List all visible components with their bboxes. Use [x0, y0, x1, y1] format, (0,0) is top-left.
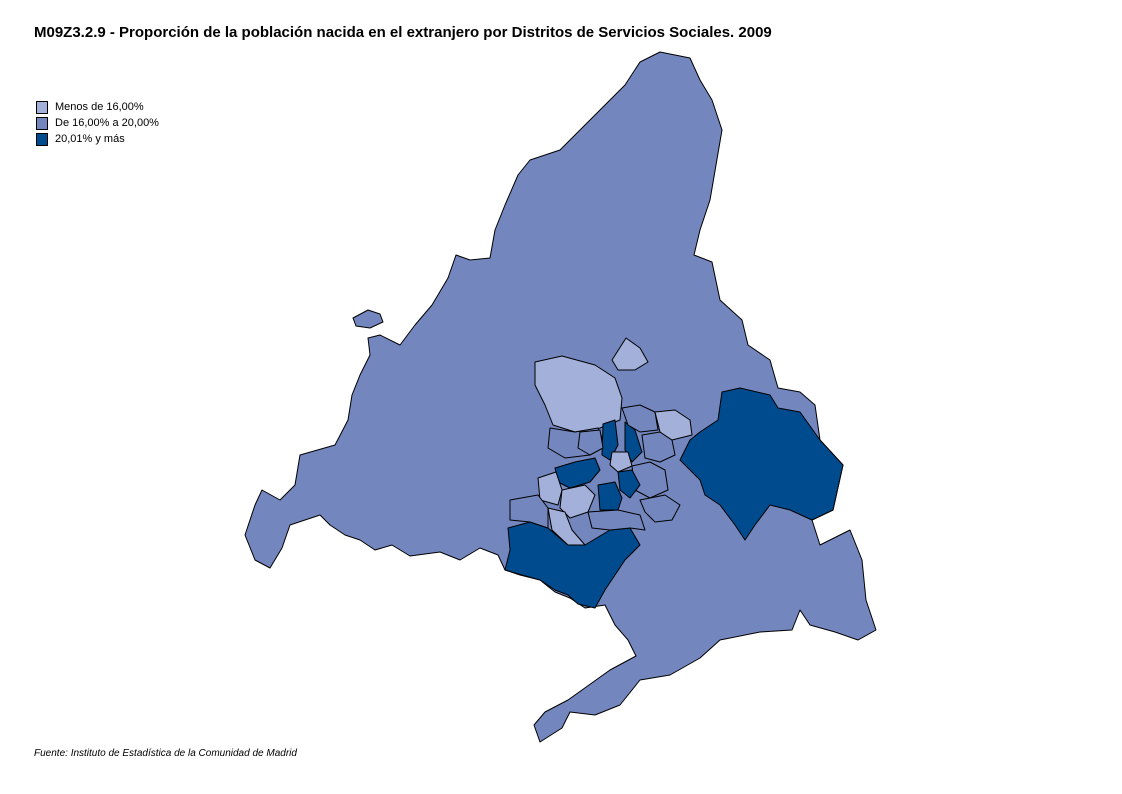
legend-label-mid: De 16,00% a 20,00% [55, 117, 159, 129]
legend-item-low: Menos de 16,00% [36, 99, 159, 115]
district-18 [577, 429, 604, 456]
region-east-dark [679, 387, 844, 541]
source-note: Fuente: Instituto de Estadística de la C… [34, 748, 297, 759]
legend-item-mid: De 16,00% a 20,00% [36, 115, 159, 131]
district-6 [509, 494, 549, 529]
legend-label-high: 20,01% y más [55, 133, 125, 145]
district-17 [639, 494, 681, 523]
legend: Menos de 16,00% De 16,00% a 20,00% 20,01… [36, 99, 159, 147]
district-5 [547, 507, 586, 546]
district-12 [621, 404, 659, 433]
legend-swatch-high [36, 132, 48, 146]
district-11 [609, 451, 633, 473]
region-detached-nw [352, 309, 384, 329]
region-ne-light [611, 337, 649, 371]
district-8 [587, 509, 646, 531]
district-3 [537, 471, 563, 506]
legend-item-high: 20,01% y más [36, 131, 159, 147]
map-title: M09Z3.2.9 - Proporción de la población n… [34, 24, 772, 41]
legend-swatch-mid [36, 116, 48, 130]
district-7 [597, 481, 623, 511]
legend-label-low: Menos de 16,00% [55, 101, 144, 113]
legend-swatch-low [36, 100, 48, 114]
district-14 [654, 409, 693, 441]
district-16 [617, 469, 641, 499]
